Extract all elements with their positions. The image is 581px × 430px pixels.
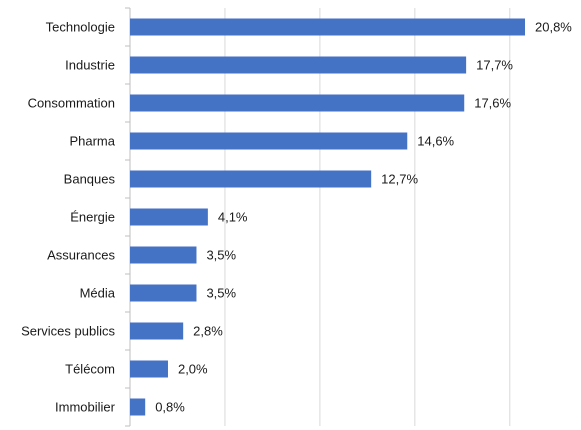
value-label: 0,8% (155, 400, 185, 415)
category-label: Technologie (46, 20, 115, 35)
category-label: Industrie (65, 58, 115, 73)
category-label: Énergie (70, 210, 115, 225)
axis-ticks (125, 7, 130, 427)
value-label: 20,8% (535, 20, 572, 35)
bar (130, 398, 146, 416)
bar (130, 170, 372, 188)
bar (130, 284, 197, 302)
category-label: Média (80, 286, 116, 301)
bar (130, 360, 168, 378)
bars (130, 18, 525, 416)
category-labels: Technologie Industrie Consommation Pharma Ba… (21, 20, 116, 415)
bar (130, 56, 467, 74)
category-label: Assurances (47, 248, 115, 263)
value-labels: 20,8% 17,7% 17,6% 14,6% 12,7% 4,1% 3,5% 3,5% 2,8… (155, 20, 572, 415)
value-label: 17,7% (476, 58, 513, 73)
category-label: Pharma (69, 134, 115, 149)
category-label: Services publics (21, 324, 115, 339)
value-label: 14,6% (417, 134, 454, 149)
value-label: 3,5% (206, 286, 236, 301)
bar (130, 132, 408, 150)
value-label: 2,0% (178, 362, 208, 377)
category-label: Consommation (28, 96, 115, 111)
value-label: 2,8% (193, 324, 223, 339)
category-label: Télécom (65, 362, 115, 377)
bar (130, 246, 197, 264)
bar (130, 94, 465, 112)
value-label: 4,1% (218, 210, 248, 225)
value-label: 17,6% (474, 96, 511, 111)
category-label: Banques (64, 172, 116, 187)
value-label: 12,7% (381, 172, 418, 187)
bar (130, 322, 184, 340)
gridlines (224, 8, 511, 426)
category-label: Immobilier (55, 400, 116, 415)
bar (130, 18, 525, 36)
bar (130, 208, 208, 226)
value-label: 3,5% (206, 248, 236, 263)
